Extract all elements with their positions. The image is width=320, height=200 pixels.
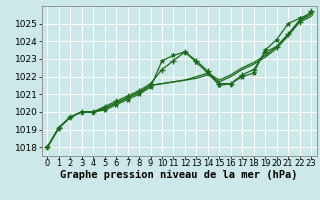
X-axis label: Graphe pression niveau de la mer (hPa): Graphe pression niveau de la mer (hPa) (60, 170, 298, 180)
